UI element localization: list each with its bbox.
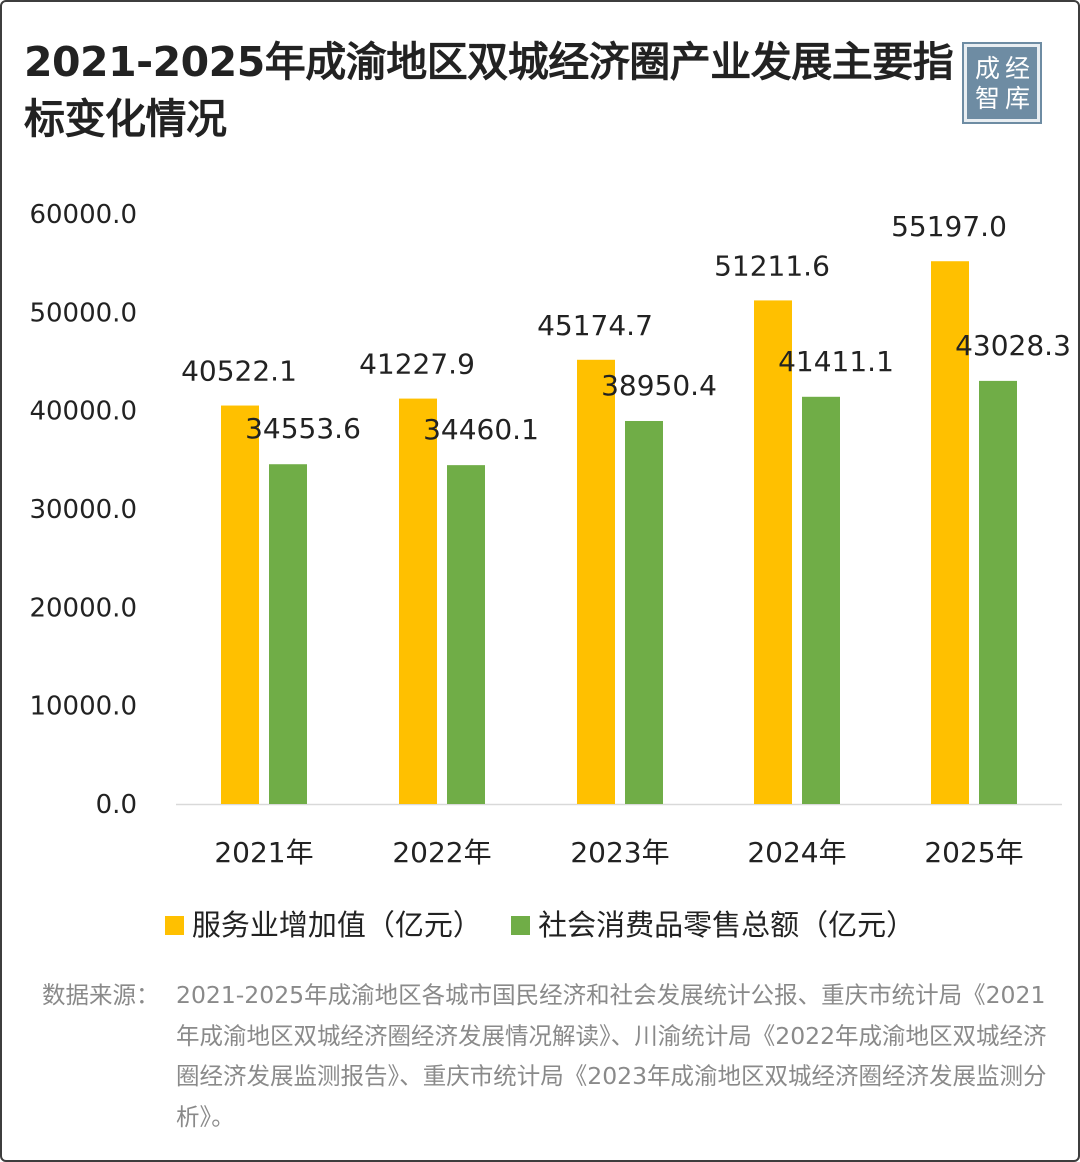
logo-char-1: 成 <box>975 54 1001 83</box>
x-category-label: 2022年 <box>392 836 491 869</box>
chart-title: 2021-2025年成渝地区双城经济圈产业发展主要指标变化情况 <box>24 38 954 143</box>
y-tick-label: 0.0 <box>96 790 137 820</box>
source-text: 2021-2025年成渝地区各城市国民经济和社会发展统计公报、重庆市统计局《20… <box>176 981 1047 1131</box>
y-tick-label: 40000.0 <box>29 397 137 427</box>
y-tick-label: 50000.0 <box>29 298 137 328</box>
logo-seal: 成 经 智 库 <box>962 42 1042 124</box>
bar-retail <box>625 420 663 804</box>
legend-item-service: 服务业增加值（亿元） <box>164 902 482 944</box>
y-tick-label: 10000.0 <box>29 692 137 722</box>
source-label: 数据来源： <box>42 981 160 1009</box>
bar-retail <box>979 380 1017 804</box>
data-label-service: 45174.7 <box>537 309 653 342</box>
bar-service <box>931 261 969 804</box>
x-category-label: 2021年 <box>214 836 313 869</box>
bar-chart: 0.0 10000.0 20000.0 30000.0 40000.0 50000.0 60… <box>29 200 1071 869</box>
bar-retail <box>447 465 485 804</box>
logo-char-4: 库 <box>1005 84 1031 113</box>
x-category-label: 2024年 <box>747 836 846 869</box>
legend-label-retail: 社会消费品零售总额（亿元） <box>538 908 916 942</box>
bar-service <box>577 359 615 804</box>
data-label-retail: 41411.1 <box>778 345 894 378</box>
y-tick-label: 20000.0 <box>29 593 137 623</box>
legend-item-retail: 社会消费品零售总额（亿元） <box>511 902 915 944</box>
data-label-service: 51211.6 <box>714 249 830 282</box>
data-label-retail: 34460.1 <box>423 413 539 446</box>
x-category-label: 2025年 <box>924 836 1023 869</box>
legend-swatch-retail <box>511 915 531 935</box>
legend-swatch-service <box>164 915 184 935</box>
x-category-label: 2023年 <box>570 836 669 869</box>
bar-retail <box>269 464 307 804</box>
data-label-service: 55197.0 <box>891 210 1007 243</box>
bar-service <box>754 300 792 804</box>
logo-char-3: 智 <box>975 84 1001 113</box>
data-label-service: 40522.1 <box>181 355 297 388</box>
bar-retail <box>802 396 840 804</box>
data-label-retail: 38950.4 <box>601 369 717 402</box>
legend-label-service: 服务业增加值（亿元） <box>191 908 482 942</box>
bar-service <box>399 398 437 804</box>
data-label-service: 41227.9 <box>359 348 475 381</box>
data-label-retail: 43028.3 <box>955 329 1071 362</box>
y-tick-label: 60000.0 <box>29 200 137 230</box>
logo-char-2: 经 <box>1005 54 1031 83</box>
data-label-retail: 34553.6 <box>245 412 361 445</box>
bar-service <box>221 405 259 804</box>
legend: 服务业增加值（亿元） 社会消费品零售总额（亿元） <box>0 902 1080 944</box>
y-tick-label: 30000.0 <box>29 495 137 525</box>
